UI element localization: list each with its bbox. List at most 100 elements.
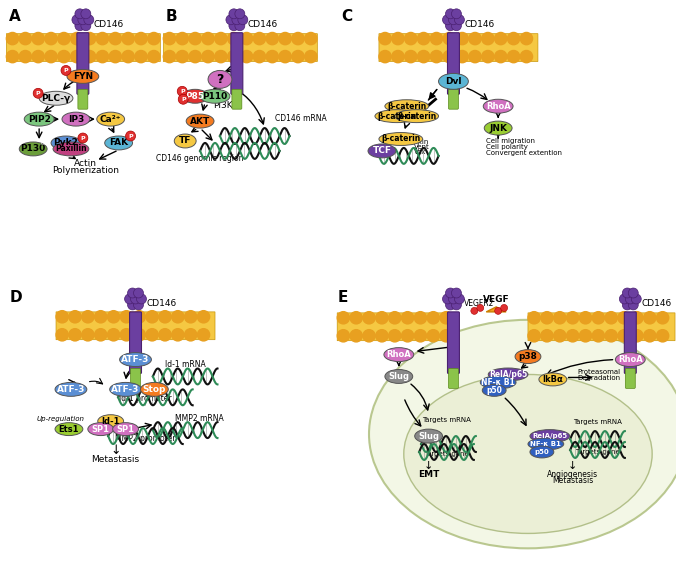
Text: p38: p38 [519,352,537,361]
Circle shape [32,32,44,44]
Circle shape [45,50,57,63]
Circle shape [75,20,85,30]
Ellipse shape [105,136,132,150]
Ellipse shape [208,70,232,88]
Text: β-caterin: β-caterin [381,135,420,143]
Circle shape [401,330,414,342]
Circle shape [592,330,604,342]
FancyBboxPatch shape [77,33,89,94]
Circle shape [133,311,145,323]
Text: SP1: SP1 [117,425,134,433]
Ellipse shape [539,373,567,386]
Ellipse shape [97,112,124,126]
Circle shape [122,32,134,44]
Circle shape [240,32,253,44]
Text: D: D [10,290,22,305]
Ellipse shape [113,422,139,436]
Circle shape [120,329,132,341]
Circle shape [172,311,184,323]
Circle shape [452,300,462,310]
Circle shape [19,50,31,63]
Text: cas: cas [41,141,50,146]
Circle shape [134,300,143,310]
Text: Id-1 promoter: Id-1 promoter [119,394,172,403]
Circle shape [128,300,138,310]
Circle shape [405,50,417,63]
Circle shape [279,32,291,44]
Circle shape [124,294,134,304]
Circle shape [109,32,122,44]
Text: Targets mRNA: Targets mRNA [422,417,471,423]
Circle shape [109,50,122,63]
Circle shape [379,32,391,44]
Circle shape [235,20,245,30]
Text: Convergent extention: Convergent extention [486,150,562,156]
Text: Degradation: Degradation [578,376,621,381]
FancyBboxPatch shape [528,313,675,340]
Circle shape [292,32,304,44]
Text: ATF-3: ATF-3 [122,355,149,364]
Circle shape [215,50,227,63]
Text: ATF-3: ATF-3 [111,385,140,394]
Circle shape [401,312,414,324]
Circle shape [430,50,443,63]
Circle shape [136,294,147,304]
Ellipse shape [186,114,214,128]
Circle shape [337,330,350,342]
Circle shape [628,300,638,310]
Circle shape [179,94,188,104]
Circle shape [305,50,317,63]
Text: P110: P110 [202,92,227,101]
Circle shape [130,294,141,304]
Circle shape [202,32,214,44]
Circle shape [266,50,278,63]
Text: TCF: TCF [372,146,391,156]
Circle shape [566,312,579,324]
Circle shape [84,32,96,44]
Circle shape [215,32,227,44]
Text: Slug: Slug [418,432,439,441]
Circle shape [350,330,363,342]
Circle shape [644,312,656,324]
Text: FYN: FYN [73,72,93,81]
Text: CD146: CD146 [641,299,672,308]
Circle shape [363,330,375,342]
Text: FAK: FAK [109,139,128,147]
FancyBboxPatch shape [447,312,460,373]
Circle shape [122,50,134,63]
Circle shape [418,50,430,63]
Text: PIP2: PIP2 [28,115,50,123]
Text: Paxillin: Paxillin [55,144,87,153]
Circle shape [579,330,591,342]
Text: JNK: JNK [489,123,507,133]
FancyBboxPatch shape [447,33,460,94]
Text: CD146: CD146 [94,20,124,29]
Circle shape [337,312,350,324]
Circle shape [146,311,158,323]
Ellipse shape [394,109,439,123]
Text: p50: p50 [486,386,502,395]
Text: Angiogenesis: Angiogenesis [547,470,598,479]
Circle shape [471,307,478,314]
Circle shape [579,312,591,324]
Text: P: P [128,133,133,139]
FancyBboxPatch shape [232,90,242,109]
Circle shape [618,330,630,342]
Circle shape [81,329,94,341]
Text: RelA/p65: RelA/p65 [532,433,568,439]
Text: Axin: Axin [414,139,429,145]
Circle shape [520,32,532,44]
Text: ↓: ↓ [568,461,577,471]
Text: P: P [36,91,41,96]
Circle shape [56,311,69,323]
FancyBboxPatch shape [449,90,458,109]
Text: MMP2 mRNA: MMP2 mRNA [175,414,224,423]
Circle shape [445,20,456,30]
Text: ATF-3: ATF-3 [57,385,85,394]
Circle shape [266,32,278,44]
Circle shape [176,50,189,63]
Circle shape [507,32,519,44]
Text: Metastasis: Metastasis [552,476,593,485]
Circle shape [443,15,452,25]
FancyBboxPatch shape [78,90,88,109]
